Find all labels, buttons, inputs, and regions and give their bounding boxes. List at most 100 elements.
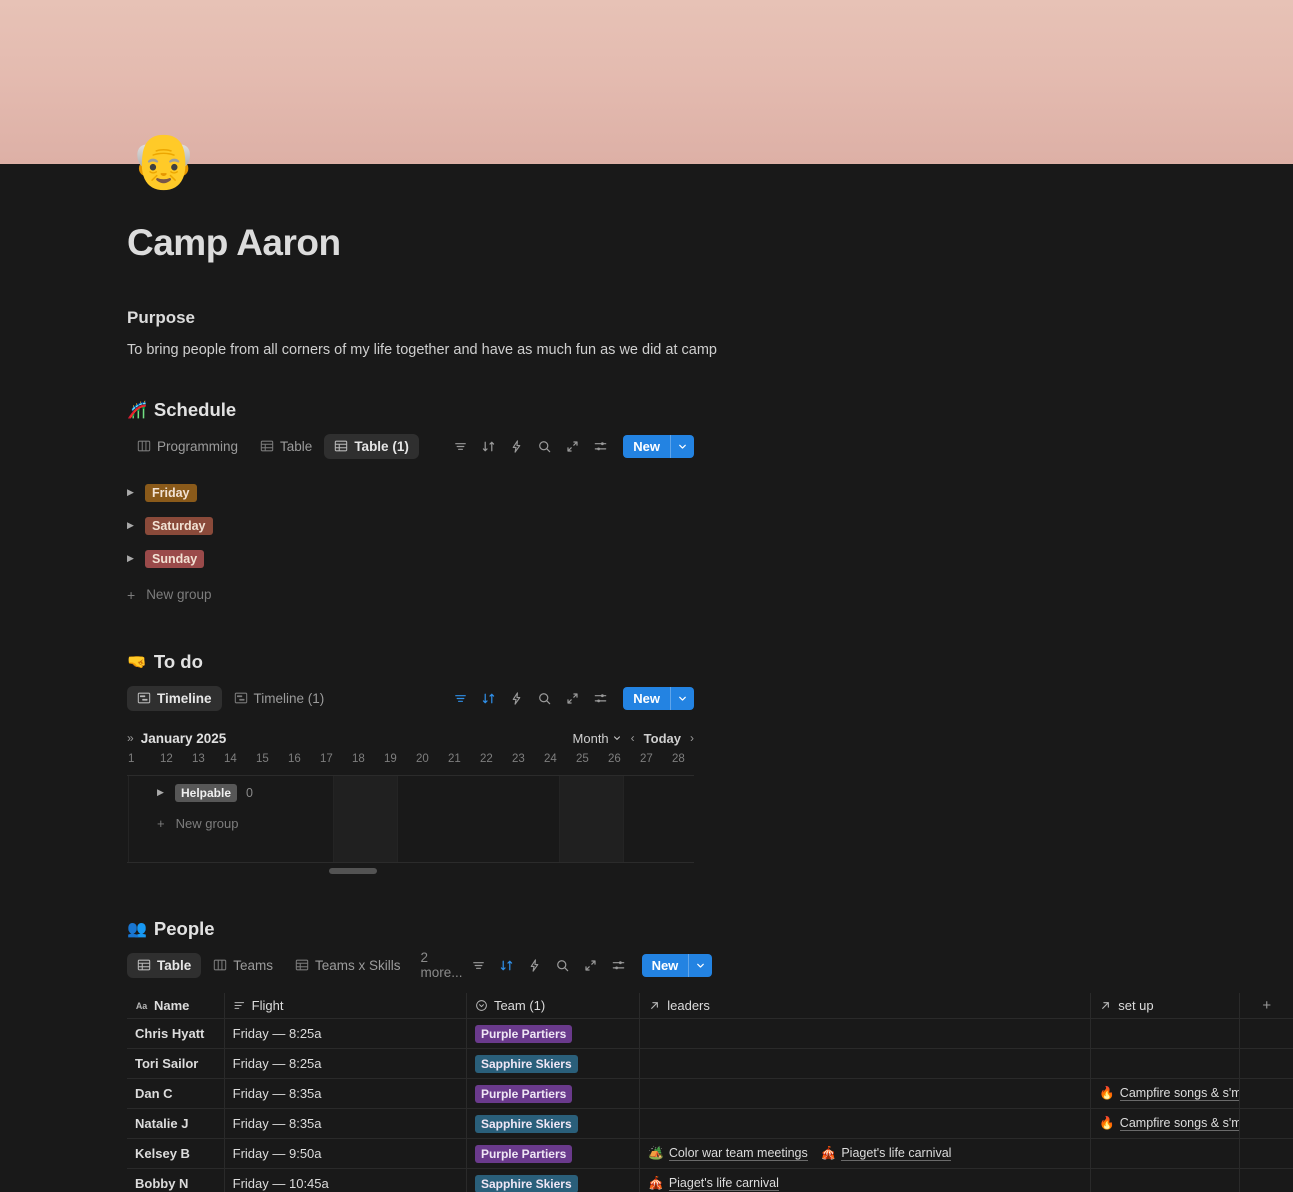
timeline-zoom-select[interactable]: Month	[573, 731, 622, 746]
cell-setup[interactable]	[1091, 1019, 1241, 1048]
cell-team[interactable]: Purple Partiers	[467, 1139, 641, 1168]
table-row[interactable]: Chris Hyatt Friday — 8:25a Purple Partiers	[127, 1019, 1293, 1049]
expand-icon[interactable]	[564, 690, 580, 706]
cell-flight[interactable]: Friday — 9:50a	[225, 1139, 467, 1168]
tab-table[interactable]: Table	[250, 434, 322, 459]
cell-team[interactable]: Sapphire Skiers	[467, 1049, 641, 1078]
filter-icon[interactable]	[452, 438, 468, 454]
timeline-group-helpable[interactable]: ▶ Helpable 0	[127, 776, 694, 809]
relation-item[interactable]: 🔥 Campfire songs & s'mores	[1099, 1116, 1240, 1131]
cell-team[interactable]: Sapphire Skiers	[467, 1169, 641, 1192]
expand-triangle-icon[interactable]: ▶	[127, 487, 134, 497]
automation-icon[interactable]	[527, 957, 543, 973]
tab-timeline[interactable]: Timeline	[127, 685, 222, 711]
tab-teams[interactable]: Teams	[203, 953, 283, 978]
sort-icon[interactable]	[499, 957, 515, 973]
column-header-name[interactable]: Aa Name	[127, 993, 225, 1018]
cell-setup[interactable]	[1091, 1139, 1241, 1168]
filter-icon[interactable]	[471, 957, 487, 973]
cell-flight[interactable]: Friday — 8:25a	[225, 1019, 467, 1048]
cell-leaders[interactable]	[640, 1109, 1092, 1138]
group-row-friday[interactable]: ▶ Friday	[127, 476, 1293, 509]
column-header-team[interactable]: Team (1)	[467, 993, 641, 1018]
chevron-down-icon[interactable]	[671, 687, 694, 710]
cell-flight[interactable]: Friday — 10:45a	[225, 1169, 467, 1192]
new-button[interactable]: New	[641, 953, 713, 977]
group-row-saturday[interactable]: ▶ Saturday	[127, 509, 1293, 542]
expand-triangle-icon[interactable]: ▶	[157, 787, 164, 797]
timeline-prev-button[interactable]: ‹	[630, 731, 635, 745]
new-button[interactable]: New	[623, 434, 694, 458]
view-options-icon[interactable]	[611, 957, 627, 973]
table-row[interactable]: Tori Sailor Friday — 8:25a Sapphire Skiers	[127, 1049, 1293, 1079]
expand-triangle-icon[interactable]: ▶	[127, 520, 134, 530]
tab-more-button[interactable]: 2 more...	[420, 950, 463, 980]
cell-setup[interactable]: 🔥 Campfire songs & s'mores	[1091, 1079, 1241, 1108]
cell-flight[interactable]: Friday — 8:25a	[225, 1049, 467, 1078]
automation-icon[interactable]	[508, 690, 524, 706]
timeline-today-button[interactable]: Today	[643, 730, 681, 746]
column-header-flight[interactable]: Flight	[225, 993, 467, 1018]
new-button[interactable]: New	[623, 686, 694, 710]
timeline-new-group-button[interactable]: + New group	[127, 809, 694, 837]
search-icon[interactable]	[555, 957, 571, 973]
tab-teams-x-skills[interactable]: Teams x Skills	[285, 953, 411, 978]
sort-icon[interactable]	[480, 438, 496, 454]
chevron-down-icon[interactable]	[689, 954, 712, 977]
group-row-sunday[interactable]: ▶ Sunday	[127, 542, 1293, 575]
expand-icon[interactable]	[564, 438, 580, 454]
table-row[interactable]: Dan C Friday — 8:35a Purple Partiers 🔥 Campf…	[127, 1079, 1293, 1109]
tab-people-table[interactable]: Table	[127, 952, 202, 978]
cell-setup[interactable]	[1091, 1049, 1241, 1078]
timeline-next-button[interactable]: ›	[690, 731, 694, 745]
page-icon-emoji[interactable]: 👴	[130, 131, 198, 191]
cell-leaders[interactable]	[640, 1019, 1092, 1048]
collapse-sidebar-icon[interactable]: »	[127, 731, 134, 745]
timeline-scrollbar-thumb[interactable]	[329, 868, 377, 874]
column-header-setup[interactable]: set up	[1091, 993, 1241, 1018]
filter-icon[interactable]	[452, 690, 468, 706]
schedule-new-group-button[interactable]: + New group	[127, 579, 1293, 610]
cell-leaders[interactable]: 🏕️ Color war team meetings 🎪 Piaget's life …	[640, 1139, 1092, 1168]
table-row[interactable]: Bobby N Friday — 10:45a Sapphire Skiers 🎪 Pi…	[127, 1169, 1293, 1192]
table-row[interactable]: Natalie J Friday — 8:35a Sapphire Skiers 🔥 C…	[127, 1109, 1293, 1139]
search-icon[interactable]	[536, 690, 552, 706]
cell-name[interactable]: Chris Hyatt	[127, 1019, 225, 1048]
cell-flight[interactable]: Friday — 8:35a	[225, 1079, 467, 1108]
tab-table-1[interactable]: Table (1)	[324, 433, 419, 459]
timeline-scrollbar[interactable]	[127, 865, 694, 877]
cell-team[interactable]: Purple Partiers	[467, 1019, 641, 1048]
cell-name[interactable]: Natalie J	[127, 1109, 225, 1138]
cell-team[interactable]: Sapphire Skiers	[467, 1109, 641, 1138]
cell-setup[interactable]: 🔥 Campfire songs & s'mores	[1091, 1109, 1241, 1138]
expand-icon[interactable]	[583, 957, 599, 973]
expand-triangle-icon[interactable]: ▶	[127, 553, 134, 563]
search-icon[interactable]	[536, 438, 552, 454]
relation-item[interactable]: 🔥 Campfire songs & s'mores	[1099, 1086, 1240, 1101]
group-tag-sunday[interactable]: Sunday	[145, 549, 205, 568]
cell-name[interactable]: Tori Sailor	[127, 1049, 225, 1078]
tab-programming[interactable]: Programming	[127, 434, 248, 459]
view-options-icon[interactable]	[592, 438, 608, 454]
relation-item[interactable]: 🎪 Piaget's life carnival	[648, 1176, 779, 1191]
sort-icon[interactable]	[480, 690, 496, 706]
cell-setup[interactable]	[1091, 1169, 1241, 1192]
automation-icon[interactable]	[508, 438, 524, 454]
add-column-button[interactable]: +	[1240, 993, 1293, 1018]
timeline-group-tag[interactable]: Helpable	[175, 783, 238, 802]
column-header-leaders[interactable]: leaders	[640, 993, 1092, 1018]
cell-flight[interactable]: Friday — 8:35a	[225, 1109, 467, 1138]
cell-name[interactable]: Kelsey B	[127, 1139, 225, 1168]
cell-leaders[interactable]	[640, 1049, 1092, 1078]
relation-item[interactable]: 🎪 Piaget's life carnival	[821, 1146, 952, 1161]
cell-team[interactable]: Purple Partiers	[467, 1079, 641, 1108]
cell-leaders[interactable]: 🎪 Piaget's life carnival	[640, 1169, 1092, 1192]
relation-item[interactable]: 🏕️ Color war team meetings	[648, 1146, 808, 1161]
cell-name[interactable]: Bobby N	[127, 1169, 225, 1192]
tab-timeline-1[interactable]: Timeline (1)	[224, 686, 335, 711]
cell-name[interactable]: Dan C	[127, 1079, 225, 1108]
group-tag-saturday[interactable]: Saturday	[145, 516, 213, 535]
group-tag-friday[interactable]: Friday	[145, 483, 197, 502]
chevron-down-icon[interactable]	[671, 435, 694, 458]
table-row[interactable]: Kelsey B Friday — 9:50a Purple Partiers 🏕️ C…	[127, 1139, 1293, 1169]
